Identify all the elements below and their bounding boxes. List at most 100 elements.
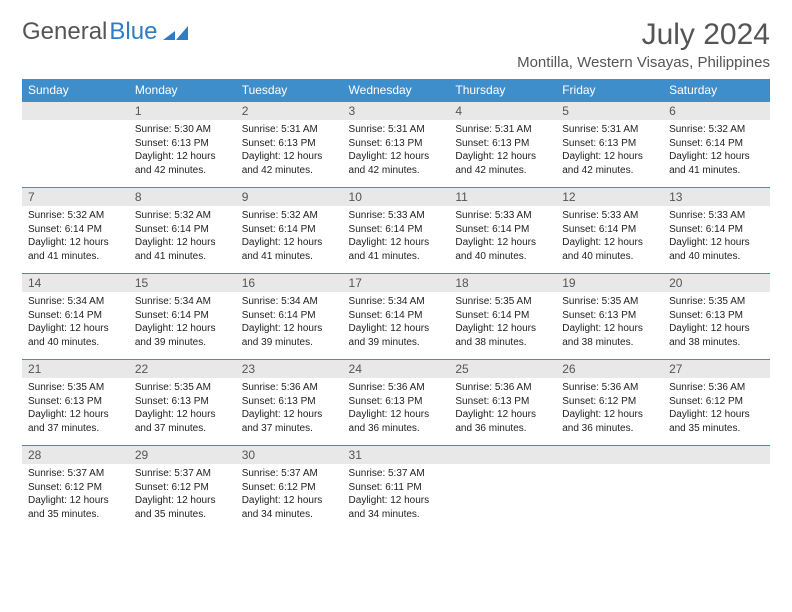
day-number: 23 — [236, 360, 343, 378]
day-number: 3 — [343, 102, 450, 120]
day-details: Sunrise: 5:34 AMSunset: 6:14 PMDaylight:… — [236, 292, 343, 352]
day-details: Sunrise: 5:34 AMSunset: 6:14 PMDaylight:… — [343, 292, 450, 352]
calendar-week-row: 14Sunrise: 5:34 AMSunset: 6:14 PMDayligh… — [22, 274, 770, 360]
calendar-cell: 12Sunrise: 5:33 AMSunset: 6:14 PMDayligh… — [556, 188, 663, 274]
calendar-cell: 5Sunrise: 5:31 AMSunset: 6:13 PMDaylight… — [556, 102, 663, 188]
day-details: Sunrise: 5:33 AMSunset: 6:14 PMDaylight:… — [663, 206, 770, 266]
calendar-cell — [663, 446, 770, 532]
title-block: July 2024 Montilla, Western Visayas, Phi… — [517, 18, 770, 71]
day-number: 17 — [343, 274, 450, 292]
weekday-header: Sunday — [22, 79, 129, 102]
calendar-cell: 22Sunrise: 5:35 AMSunset: 6:13 PMDayligh… — [129, 360, 236, 446]
calendar-cell: 20Sunrise: 5:35 AMSunset: 6:13 PMDayligh… — [663, 274, 770, 360]
calendar-cell: 31Sunrise: 5:37 AMSunset: 6:11 PMDayligh… — [343, 446, 450, 532]
day-number: 24 — [343, 360, 450, 378]
calendar-cell: 17Sunrise: 5:34 AMSunset: 6:14 PMDayligh… — [343, 274, 450, 360]
day-number: 4 — [449, 102, 556, 120]
day-number: 11 — [449, 188, 556, 206]
day-details: Sunrise: 5:35 AMSunset: 6:13 PMDaylight:… — [22, 378, 129, 438]
calendar-cell: 2Sunrise: 5:31 AMSunset: 6:13 PMDaylight… — [236, 102, 343, 188]
day-details: Sunrise: 5:35 AMSunset: 6:13 PMDaylight:… — [129, 378, 236, 438]
page-title: July 2024 — [517, 18, 770, 52]
day-number: 29 — [129, 446, 236, 464]
calendar-cell: 15Sunrise: 5:34 AMSunset: 6:14 PMDayligh… — [129, 274, 236, 360]
calendar-cell: 24Sunrise: 5:36 AMSunset: 6:13 PMDayligh… — [343, 360, 450, 446]
calendar-cell: 28Sunrise: 5:37 AMSunset: 6:12 PMDayligh… — [22, 446, 129, 532]
logo: GeneralBlue — [22, 18, 189, 46]
calendar-cell: 10Sunrise: 5:33 AMSunset: 6:14 PMDayligh… — [343, 188, 450, 274]
day-details: Sunrise: 5:35 AMSunset: 6:13 PMDaylight:… — [556, 292, 663, 352]
day-number — [663, 446, 770, 464]
day-details: Sunrise: 5:33 AMSunset: 6:14 PMDaylight:… — [556, 206, 663, 266]
day-details: Sunrise: 5:30 AMSunset: 6:13 PMDaylight:… — [129, 120, 236, 180]
calendar-cell — [556, 446, 663, 532]
day-number — [556, 446, 663, 464]
day-details: Sunrise: 5:33 AMSunset: 6:14 PMDaylight:… — [343, 206, 450, 266]
logo-part2: Blue — [109, 18, 157, 46]
calendar-body: 1Sunrise: 5:30 AMSunset: 6:13 PMDaylight… — [22, 102, 770, 532]
day-number: 26 — [556, 360, 663, 378]
calendar-cell: 19Sunrise: 5:35 AMSunset: 6:13 PMDayligh… — [556, 274, 663, 360]
calendar-cell: 3Sunrise: 5:31 AMSunset: 6:13 PMDaylight… — [343, 102, 450, 188]
weekday-header: Friday — [556, 79, 663, 102]
day-details: Sunrise: 5:31 AMSunset: 6:13 PMDaylight:… — [236, 120, 343, 180]
calendar-cell: 13Sunrise: 5:33 AMSunset: 6:14 PMDayligh… — [663, 188, 770, 274]
day-number: 18 — [449, 274, 556, 292]
day-number: 20 — [663, 274, 770, 292]
day-number: 8 — [129, 188, 236, 206]
calendar-cell: 18Sunrise: 5:35 AMSunset: 6:14 PMDayligh… — [449, 274, 556, 360]
day-number: 13 — [663, 188, 770, 206]
weekday-header: Thursday — [449, 79, 556, 102]
day-number: 12 — [556, 188, 663, 206]
day-number: 28 — [22, 446, 129, 464]
day-details: Sunrise: 5:37 AMSunset: 6:12 PMDaylight:… — [129, 464, 236, 524]
day-details: Sunrise: 5:33 AMSunset: 6:14 PMDaylight:… — [449, 206, 556, 266]
calendar-cell: 21Sunrise: 5:35 AMSunset: 6:13 PMDayligh… — [22, 360, 129, 446]
weekday-header: Wednesday — [343, 79, 450, 102]
calendar-cell: 27Sunrise: 5:36 AMSunset: 6:12 PMDayligh… — [663, 360, 770, 446]
day-details: Sunrise: 5:35 AMSunset: 6:13 PMDaylight:… — [663, 292, 770, 352]
day-details: Sunrise: 5:34 AMSunset: 6:14 PMDaylight:… — [129, 292, 236, 352]
calendar-cell — [22, 102, 129, 188]
calendar-cell — [449, 446, 556, 532]
day-number: 10 — [343, 188, 450, 206]
day-number: 14 — [22, 274, 129, 292]
day-details: Sunrise: 5:32 AMSunset: 6:14 PMDaylight:… — [236, 206, 343, 266]
calendar-cell: 26Sunrise: 5:36 AMSunset: 6:12 PMDayligh… — [556, 360, 663, 446]
calendar-week-row: 28Sunrise: 5:37 AMSunset: 6:12 PMDayligh… — [22, 446, 770, 532]
day-details: Sunrise: 5:37 AMSunset: 6:11 PMDaylight:… — [343, 464, 450, 524]
day-number: 19 — [556, 274, 663, 292]
day-details: Sunrise: 5:32 AMSunset: 6:14 PMDaylight:… — [22, 206, 129, 266]
day-number: 22 — [129, 360, 236, 378]
page-subtitle: Montilla, Western Visayas, Philippines — [517, 54, 770, 71]
calendar-cell: 25Sunrise: 5:36 AMSunset: 6:13 PMDayligh… — [449, 360, 556, 446]
day-number: 2 — [236, 102, 343, 120]
calendar-cell: 14Sunrise: 5:34 AMSunset: 6:14 PMDayligh… — [22, 274, 129, 360]
day-number: 7 — [22, 188, 129, 206]
logo-icon — [163, 23, 189, 41]
calendar-table: Sunday Monday Tuesday Wednesday Thursday… — [22, 79, 770, 532]
day-number: 1 — [129, 102, 236, 120]
logo-part1: General — [22, 18, 107, 46]
day-number: 16 — [236, 274, 343, 292]
weekday-header: Saturday — [663, 79, 770, 102]
weekday-header-row: Sunday Monday Tuesday Wednesday Thursday… — [22, 79, 770, 102]
day-details: Sunrise: 5:37 AMSunset: 6:12 PMDaylight:… — [236, 464, 343, 524]
calendar-cell: 23Sunrise: 5:36 AMSunset: 6:13 PMDayligh… — [236, 360, 343, 446]
calendar-cell: 29Sunrise: 5:37 AMSunset: 6:12 PMDayligh… — [129, 446, 236, 532]
weekday-header: Tuesday — [236, 79, 343, 102]
day-details: Sunrise: 5:36 AMSunset: 6:13 PMDaylight:… — [449, 378, 556, 438]
calendar-week-row: 7Sunrise: 5:32 AMSunset: 6:14 PMDaylight… — [22, 188, 770, 274]
day-number: 31 — [343, 446, 450, 464]
day-number — [449, 446, 556, 464]
calendar-cell: 8Sunrise: 5:32 AMSunset: 6:14 PMDaylight… — [129, 188, 236, 274]
calendar-week-row: 1Sunrise: 5:30 AMSunset: 6:13 PMDaylight… — [22, 102, 770, 188]
day-details: Sunrise: 5:34 AMSunset: 6:14 PMDaylight:… — [22, 292, 129, 352]
calendar-cell: 6Sunrise: 5:32 AMSunset: 6:14 PMDaylight… — [663, 102, 770, 188]
day-number: 6 — [663, 102, 770, 120]
day-number: 15 — [129, 274, 236, 292]
day-details: Sunrise: 5:36 AMSunset: 6:12 PMDaylight:… — [556, 378, 663, 438]
calendar-cell: 30Sunrise: 5:37 AMSunset: 6:12 PMDayligh… — [236, 446, 343, 532]
calendar-week-row: 21Sunrise: 5:35 AMSunset: 6:13 PMDayligh… — [22, 360, 770, 446]
day-number — [22, 102, 129, 120]
